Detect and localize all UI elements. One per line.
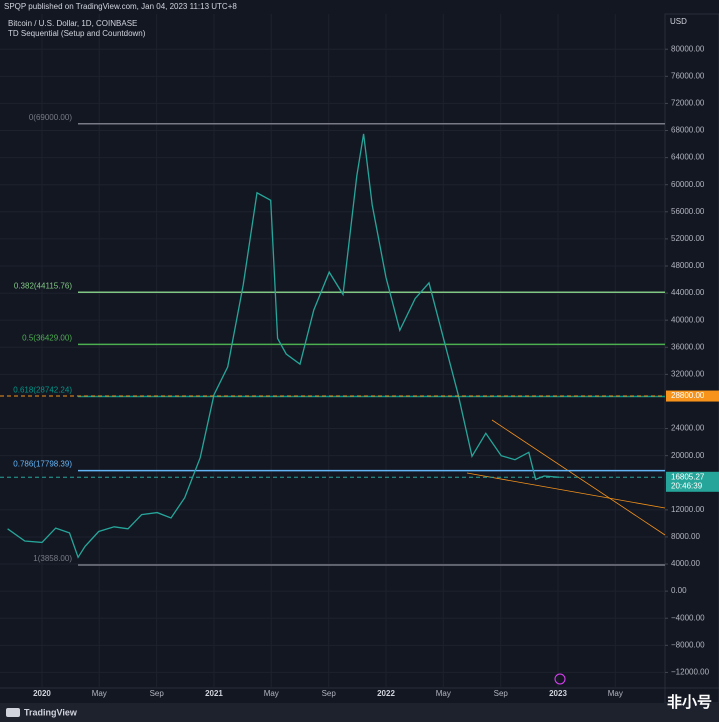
trendline: [491, 419, 666, 536]
watermark: 非小号: [667, 693, 712, 711]
fib-label: 0.5(36429.00): [22, 333, 72, 342]
x-tick-label: May: [608, 689, 623, 698]
price-tag-timer: 20:46:39: [671, 481, 703, 490]
y-tick-label: 24000.00: [671, 424, 705, 433]
y-tick-label: 8000.00: [671, 532, 700, 541]
y-tick-label: 48000.00: [671, 261, 705, 270]
x-tick-label: 2023: [549, 689, 567, 698]
price-line: [7, 133, 560, 559]
price-tag-label: 28800.00: [671, 391, 705, 400]
fib-label: 0.618(28742.24): [13, 386, 72, 395]
event-icon: [554, 673, 566, 685]
y-tick-label: 68000.00: [671, 126, 705, 135]
header: SPQP published on TradingView.com, Jan 0…: [4, 2, 237, 11]
x-tick-label: 2020: [33, 689, 51, 698]
fib-label: 0(69000.00): [29, 113, 72, 122]
y-tick-label: 4000.00: [671, 559, 700, 568]
brand-logo: [6, 708, 20, 717]
y-tick-label: 44000.00: [671, 288, 705, 297]
fib-label: 0.382(44115.76): [14, 281, 72, 290]
y-tick-label: 80000.00: [671, 44, 705, 53]
y-tick-label: 60000.00: [671, 180, 705, 189]
brand: TradingView: [24, 707, 78, 717]
price-axis: [664, 13, 719, 704]
x-tick-label: Sep: [494, 689, 509, 698]
y-tick-label: 56000.00: [671, 207, 705, 216]
x-tick-label: Sep: [150, 689, 165, 698]
y-tick-label: 20000.00: [671, 451, 705, 460]
fib-label: 1(3858.00): [33, 554, 72, 563]
y-tick-label: −4000.00: [671, 613, 705, 622]
x-tick-label: 2022: [377, 689, 395, 698]
y-tick-label: 76000.00: [671, 71, 705, 80]
y-tick-label: −8000.00: [671, 640, 705, 649]
chart-subtitle: TD Sequential (Setup and Countdown): [8, 29, 146, 38]
y-tick-label: 72000.00: [671, 99, 705, 108]
x-tick-label: Sep: [322, 689, 337, 698]
fib-label: 0.786(17798.39): [13, 460, 72, 469]
y-tick-label: −12000.00: [671, 668, 710, 677]
x-tick-label: 2021: [205, 689, 223, 698]
y-tick-label: 64000.00: [671, 153, 705, 162]
y-tick-label: 40000.00: [671, 315, 705, 324]
price-tag: [666, 390, 719, 402]
y-tick-label: 36000.00: [671, 342, 705, 351]
y-axis-label: USD: [670, 17, 687, 26]
chart-title: Bitcoin / U.S. Dollar, 1D, COINBASE: [8, 19, 137, 28]
x-tick-label: May: [264, 689, 279, 698]
x-tick-label: May: [92, 689, 107, 698]
price-tag: [666, 471, 719, 492]
y-tick-label: 32000.00: [671, 369, 705, 378]
price-tag-label: 16805.27: [671, 472, 705, 481]
trendline: [466, 472, 666, 509]
y-tick-label: 12000.00: [671, 505, 705, 514]
x-tick-label: May: [436, 689, 451, 698]
y-tick-label: 52000.00: [671, 234, 705, 243]
footer-bar: [0, 703, 719, 722]
y-tick-label: 0.00: [671, 586, 687, 595]
